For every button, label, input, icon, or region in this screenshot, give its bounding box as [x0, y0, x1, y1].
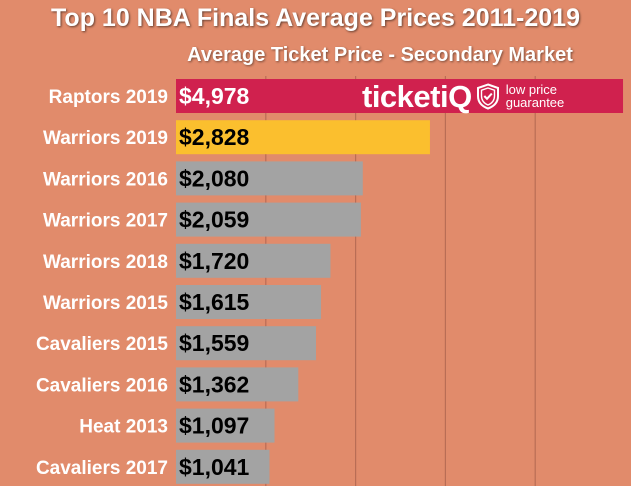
value-label: $1,097 — [179, 413, 249, 439]
bar — [176, 408, 275, 443]
value-label: $1,615 — [179, 289, 250, 315]
category-label: Raptors 2019 — [49, 87, 168, 108]
value-label: $1,362 — [179, 371, 249, 397]
category-label: Heat 2013 — [79, 417, 168, 438]
value-label: $1,041 — [179, 454, 250, 480]
bar — [176, 243, 331, 278]
value-label: $1,720 — [179, 248, 249, 274]
shield-check-icon — [476, 82, 500, 110]
bar — [176, 326, 316, 361]
bar — [176, 120, 430, 155]
value-label: $4,978 — [179, 83, 250, 109]
category-label: Warriors 2016 — [43, 169, 168, 190]
bar — [176, 161, 363, 196]
bar — [176, 79, 624, 113]
category-label: Warriors 2015 — [43, 293, 168, 314]
labels: Raptors 2019 $4,978 Warriors 2019 $2,828 War… — [36, 83, 250, 480]
bar — [176, 285, 322, 319]
value-label: $2,059 — [179, 207, 249, 233]
chart-title: Top 10 NBA Finals Average Prices 2011-20… — [51, 4, 580, 32]
bar — [176, 449, 270, 484]
category-label: Warriors 2017 — [43, 211, 168, 232]
tagline-line1: low price — [505, 82, 558, 97]
bar — [176, 202, 361, 237]
category-label: Warriors 2019 — [43, 128, 168, 149]
chart-subtitle: Average Ticket Price - Secondary Market — [187, 44, 573, 66]
tagline-line2: guarantee — [505, 95, 565, 110]
category-label: Warriors 2018 — [43, 252, 168, 273]
value-label: $2,080 — [179, 165, 249, 191]
category-label: Cavaliers 2017 — [36, 458, 168, 479]
category-label: Cavaliers 2015 — [36, 334, 168, 355]
bars — [176, 79, 624, 484]
category-label: Cavaliers 2016 — [36, 375, 168, 396]
brand-wordmark: ticketiQ — [362, 78, 472, 114]
value-label: $1,559 — [179, 330, 249, 356]
ticketiq-logo: ticketiQ low price guarantee — [362, 79, 564, 113]
value-label: $2,828 — [179, 124, 250, 150]
brand-tagline: low price guarantee — [506, 83, 565, 109]
bar — [176, 367, 299, 402]
